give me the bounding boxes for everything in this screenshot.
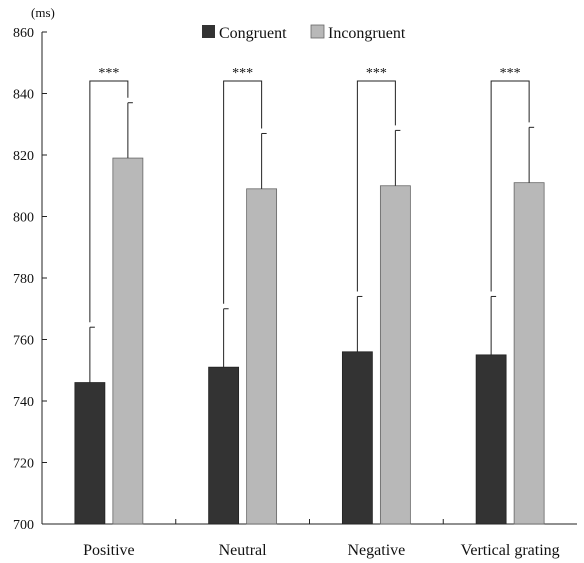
significance-label: *** [98,66,119,81]
legend-label-congruent: Congruent [219,25,287,42]
bar-congruent [341,351,373,525]
significance-label: *** [232,66,253,81]
y-tick-label: 820 [13,149,34,164]
x-tick-label: Neutral [219,542,268,559]
bar-congruent [208,366,240,525]
y-tick-label: 740 [13,395,34,410]
legend: Congruent Incongruent [202,24,406,42]
x-tick-label: Positive [83,542,135,559]
significance-label: *** [500,66,521,81]
y-tick-label: 840 [13,88,34,103]
y-tick-label: 760 [13,334,34,349]
y-tick-label: 860 [13,26,34,41]
significance-label: *** [366,66,387,81]
bar-congruent [475,354,507,525]
significance-bracket [490,80,530,292]
y-tick-label: 800 [13,211,34,226]
bar-incongruent [379,185,411,525]
bar-incongruent [513,182,545,525]
bar-incongruent [246,188,278,525]
y-tick-label: 780 [13,272,34,287]
x-tick-label: Negative [348,542,406,559]
significance-bracket [223,80,263,304]
bar-congruent [74,382,106,525]
significance-bracket [89,80,129,323]
y-unit-label: (ms) [31,5,55,20]
plot-area: 700 720 740 760 780 800 820 840 860 Positive *** Ne… [13,26,577,559]
bar-incongruent [112,157,144,525]
y-tick-label: 720 [13,457,34,472]
y-tick-label: 700 [13,518,34,533]
significance-bracket [356,80,396,292]
legend-label-incongruent: Incongruent [328,25,406,42]
legend-swatch-congruent [202,25,215,38]
x-tick-label: Vertical grating [461,542,560,559]
legend-swatch-incongruent [310,24,325,39]
